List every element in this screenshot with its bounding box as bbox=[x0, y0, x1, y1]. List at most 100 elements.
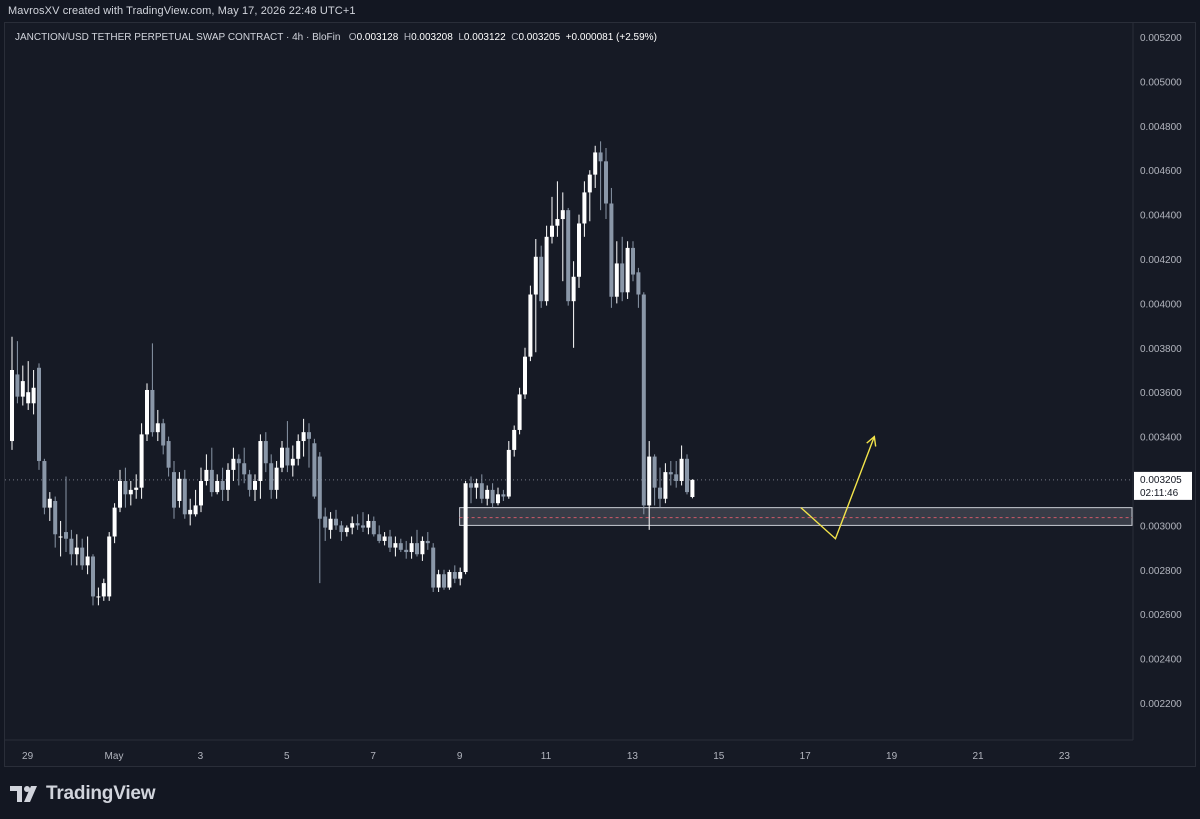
y-tick-label: 0.002400 bbox=[1140, 655, 1182, 666]
candle-body bbox=[344, 527, 349, 533]
candle-body bbox=[409, 543, 414, 553]
candle-body bbox=[679, 458, 684, 481]
candle-body bbox=[285, 447, 290, 466]
candle-body bbox=[404, 549, 409, 553]
chart-frame[interactable] bbox=[4, 22, 1196, 767]
candle-body bbox=[193, 505, 198, 515]
x-tick-label: 23 bbox=[1059, 751, 1071, 762]
x-tick-label: 15 bbox=[713, 751, 725, 762]
candle-body bbox=[328, 518, 333, 530]
candle-body bbox=[447, 572, 452, 588]
x-tick-label: 21 bbox=[972, 751, 984, 762]
candle-body bbox=[258, 441, 263, 481]
candle-body bbox=[636, 272, 641, 295]
tradingview-logo-icon bbox=[10, 786, 37, 802]
y-tick-label: 0.004000 bbox=[1140, 299, 1182, 310]
last-price-countdown: 02:11:46 bbox=[1140, 488, 1179, 499]
candle-body bbox=[145, 389, 149, 435]
candle-body bbox=[523, 356, 527, 395]
candle-body bbox=[58, 536, 63, 538]
candle-body bbox=[290, 458, 295, 466]
candle-body bbox=[236, 458, 241, 464]
x-tick-label: 19 bbox=[886, 751, 898, 762]
candle-body bbox=[220, 481, 225, 490]
y-tick-label: 0.005000 bbox=[1140, 77, 1182, 88]
candle-body bbox=[26, 392, 31, 404]
candle-body bbox=[74, 547, 79, 555]
candle-body bbox=[69, 538, 74, 555]
candle-body bbox=[560, 210, 565, 220]
candle-body bbox=[247, 474, 252, 490]
legend-close-label: C bbox=[511, 32, 519, 43]
legend-symbol: JANCTION/USD TETHER PERPETUAL SWAP CONTR… bbox=[15, 32, 341, 43]
candle-body bbox=[139, 434, 144, 488]
candle-body bbox=[544, 236, 549, 302]
candle-body bbox=[101, 583, 106, 597]
candle-body bbox=[199, 481, 203, 506]
header-title: MavrosXV created with TradingView.com, M… bbox=[8, 5, 356, 17]
candle-body bbox=[350, 523, 355, 528]
y-tick-label: 0.003600 bbox=[1140, 388, 1182, 399]
candle-body bbox=[555, 219, 560, 226]
candle-body bbox=[463, 483, 468, 573]
last-price-box bbox=[1134, 471, 1192, 500]
candle-body bbox=[393, 543, 398, 548]
candle-body bbox=[209, 469, 214, 493]
candle-body bbox=[177, 478, 182, 501]
legend-high-value: 0.003208 bbox=[411, 32, 453, 43]
candle-body bbox=[161, 423, 166, 446]
candle-body bbox=[620, 263, 625, 293]
candle-body bbox=[47, 498, 52, 508]
candle-body bbox=[690, 479, 695, 497]
candle-body bbox=[42, 461, 47, 508]
candle-body bbox=[31, 387, 36, 404]
candle-body bbox=[263, 441, 268, 464]
candle-body bbox=[371, 520, 376, 535]
y-tick-label: 0.005200 bbox=[1140, 33, 1182, 44]
x-tick-label: 11 bbox=[541, 751, 552, 762]
candle-body bbox=[593, 152, 598, 175]
symbol-legend: JANCTION/USD TETHER PERPETUAL SWAP CONTR… bbox=[15, 32, 657, 43]
candle-body bbox=[253, 481, 257, 490]
x-tick-label: 29 bbox=[22, 751, 34, 762]
candle-body bbox=[355, 523, 360, 526]
candle-body bbox=[215, 481, 220, 493]
legend-open-value: 0.003128 bbox=[356, 32, 399, 43]
candle-body bbox=[501, 494, 506, 497]
candle-body bbox=[134, 487, 139, 490]
support-zone bbox=[459, 507, 1133, 526]
x-tick-label: 7 bbox=[370, 751, 376, 762]
candle-body bbox=[188, 509, 193, 515]
y-tick-label: 0.004400 bbox=[1140, 211, 1182, 222]
candle-body bbox=[641, 294, 646, 506]
candle-body bbox=[10, 370, 14, 442]
candle-body bbox=[506, 449, 511, 497]
candle-body bbox=[274, 467, 279, 490]
footer-branding: TradingView bbox=[10, 781, 156, 807]
candle-body bbox=[123, 481, 128, 495]
x-tick-label: 13 bbox=[627, 751, 639, 762]
x-tick-label: 17 bbox=[800, 751, 812, 762]
candle-body bbox=[53, 500, 58, 535]
candle-body bbox=[647, 456, 652, 506]
candle-body bbox=[118, 481, 122, 508]
projection-arrow bbox=[800, 436, 875, 540]
candle-body bbox=[361, 525, 365, 528]
candle-body bbox=[420, 540, 425, 555]
projection-arrowhead bbox=[866, 435, 877, 447]
y-tick-label: 0.004800 bbox=[1140, 122, 1182, 133]
candle-body bbox=[528, 294, 533, 357]
candle-body bbox=[604, 161, 608, 204]
candle-body bbox=[366, 520, 371, 528]
candle-body bbox=[668, 472, 673, 475]
candle-body bbox=[571, 276, 576, 302]
candle-body bbox=[658, 487, 662, 499]
candle-body bbox=[377, 534, 382, 541]
candle-body bbox=[382, 536, 387, 541]
candle-body bbox=[280, 447, 284, 468]
candle-body bbox=[517, 394, 522, 430]
candle-body bbox=[496, 494, 500, 504]
candle-body bbox=[539, 256, 544, 302]
candle-body bbox=[652, 456, 657, 488]
